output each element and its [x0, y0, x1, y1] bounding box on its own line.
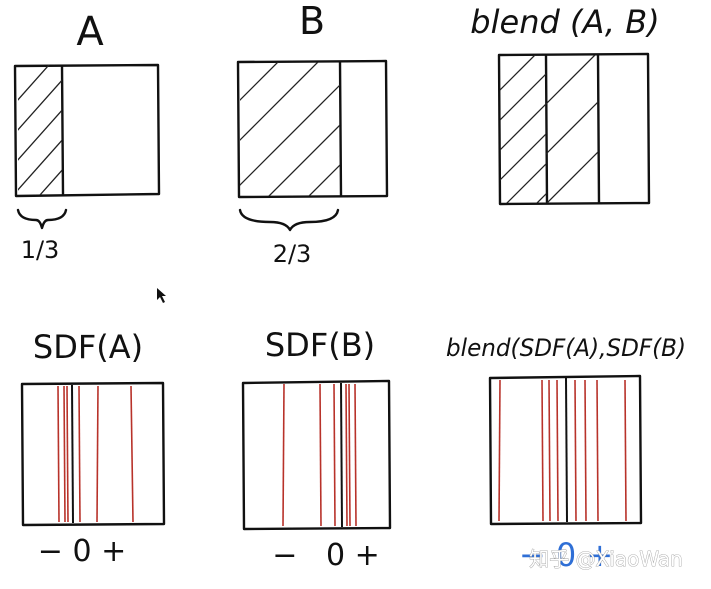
hatch-a	[18, 65, 62, 195]
sdf-a-red-lines	[57, 385, 134, 523]
sdf-b-red-lines	[282, 383, 357, 527]
title-sdf-b: SDF(B)	[265, 326, 375, 364]
title-sdf-a: SDF(A)	[33, 328, 143, 366]
sign-labels-a: − 0 +	[38, 534, 126, 569]
sign-labels-b: − 0 +	[272, 538, 380, 573]
blend-sdf-zero-line	[565, 377, 568, 523]
sign-labels-blend: − 0 +	[519, 536, 613, 574]
box-b	[236, 59, 389, 199]
watermark: 知乎 @XiaoWan	[529, 547, 683, 571]
box-blend-sdf	[488, 374, 643, 526]
hatch-blend-sparse	[546, 55, 598, 203]
brace-a	[16, 208, 68, 230]
title-a: A	[76, 9, 104, 55]
title-blend-sdf: blend(SDF(A),SDF(B)	[446, 334, 686, 362]
box-sdf-b	[241, 379, 392, 531]
blend-sdf-red-lines	[498, 379, 627, 522]
hatch-blend-dense	[500, 55, 546, 203]
fraction-b: 2/3	[273, 240, 312, 268]
brace-b	[238, 208, 340, 232]
box-blend	[497, 52, 651, 206]
box-sdf-a	[20, 381, 166, 527]
title-b: B	[299, 0, 325, 43]
box-a	[13, 63, 161, 198]
hatch-b	[240, 62, 340, 196]
mouse-cursor-icon	[157, 288, 166, 303]
fraction-a: 1/3	[21, 236, 60, 264]
title-blend: blend (A, B)	[470, 3, 659, 41]
sdf-b-zero-line	[340, 382, 343, 528]
sdf-a-zero-line	[71, 384, 74, 524]
